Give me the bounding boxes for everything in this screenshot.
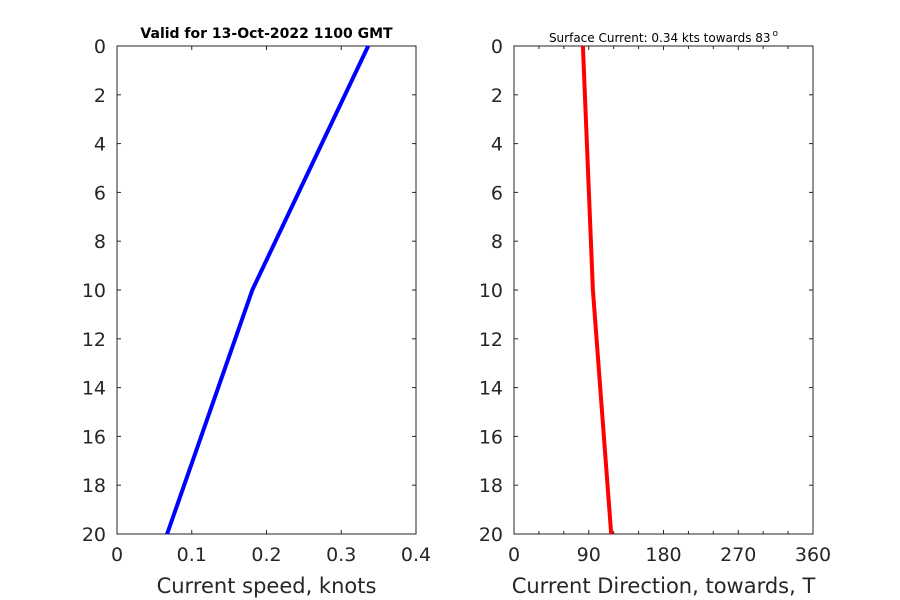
direction-x-tick-label: 180 bbox=[645, 544, 681, 566]
direction-plot-frame bbox=[513, 45, 814, 535]
direction-series bbox=[580, 45, 614, 535]
speed-y-tick-label: 2 bbox=[94, 85, 106, 107]
speed-y-tick-label: 6 bbox=[94, 182, 106, 204]
direction-x-axis-label: Current Direction, towards, T bbox=[512, 574, 816, 598]
speed-x-tick-label: 0.4 bbox=[401, 544, 431, 566]
speed-series bbox=[165, 45, 371, 535]
speed-plot-frame bbox=[116, 45, 417, 535]
speed-y-tick-label: 14 bbox=[82, 378, 106, 400]
direction-x-tick-label: 0 bbox=[508, 544, 520, 566]
direction-y-tick-label: 18 bbox=[479, 475, 503, 497]
direction-y-tick-label: 20 bbox=[479, 524, 503, 546]
direction-y-tick-label: 0 bbox=[491, 36, 503, 58]
direction-y-tick-label: 8 bbox=[491, 231, 503, 253]
direction-y-tick-label: 10 bbox=[479, 280, 503, 302]
speed-y-tick-label: 12 bbox=[82, 329, 106, 351]
direction-y-tick-label: 16 bbox=[479, 426, 503, 448]
speed-chart-title: Valid for 13-Oct-2022 1100 GMT bbox=[140, 26, 393, 42]
speed-x-tick-label: 0.2 bbox=[251, 544, 281, 566]
speed-y-tick-label: 10 bbox=[82, 280, 106, 302]
degree-superscript: o bbox=[773, 29, 779, 39]
direction-y-tick-label: 6 bbox=[491, 182, 503, 204]
speed-y-tick-label: 0 bbox=[94, 36, 106, 58]
direction-x-tick-label: 270 bbox=[720, 544, 756, 566]
direction-y-tick-label: 14 bbox=[479, 378, 503, 400]
speed-chart: Valid for 13-Oct-2022 1100 GMT 0 2 4 6 8 10 12… bbox=[82, 26, 431, 598]
direction-y-tick-label: 2 bbox=[491, 85, 503, 107]
speed-y-tick-label: 20 bbox=[82, 524, 106, 546]
speed-x-axis-label: Current speed, knots bbox=[157, 574, 377, 598]
speed-x-tick-label: 0.3 bbox=[326, 544, 356, 566]
direction-x-tick-label: 90 bbox=[577, 544, 601, 566]
direction-profile-line bbox=[580, 45, 614, 535]
direction-x-tick-label: 360 bbox=[795, 544, 831, 566]
direction-chart: Surface Current: 0.34 kts towards 83 o 02… bbox=[479, 29, 831, 598]
speed-x-tick-label: 0 bbox=[111, 544, 123, 566]
speed-profile-line bbox=[165, 45, 371, 535]
speed-y-tick-label: 8 bbox=[94, 231, 106, 253]
direction-y-tick-label: 4 bbox=[491, 134, 503, 156]
speed-y-tick-label: 18 bbox=[82, 475, 106, 497]
speed-y-tick-label: 4 bbox=[94, 134, 106, 156]
direction-chart-title: Surface Current: 0.34 kts towards 83 o bbox=[549, 29, 779, 45]
speed-x-tick-label: 0.1 bbox=[177, 544, 207, 566]
speed-y-tick-label: 16 bbox=[82, 426, 106, 448]
direction-y-tick-label: 12 bbox=[479, 329, 503, 351]
